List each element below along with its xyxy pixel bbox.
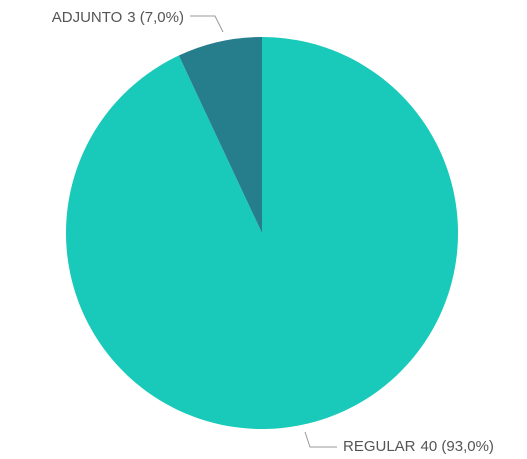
slice-value-label: 40 (93,0%) bbox=[421, 438, 494, 455]
pie-slice bbox=[66, 37, 459, 429]
slice-category: ADJUNTO bbox=[52, 9, 123, 26]
pie-slice bbox=[178, 37, 262, 233]
slice-label: REGULAR 40 (93,0%) bbox=[343, 438, 494, 455]
leader-line bbox=[190, 15, 224, 33]
slice-value-label: 3 (7,0%) bbox=[127, 9, 184, 26]
slice-label: ADJUNTO 3 (7,0%) bbox=[52, 9, 184, 26]
leader-line bbox=[304, 431, 337, 448]
slice-category: REGULAR bbox=[343, 438, 416, 455]
